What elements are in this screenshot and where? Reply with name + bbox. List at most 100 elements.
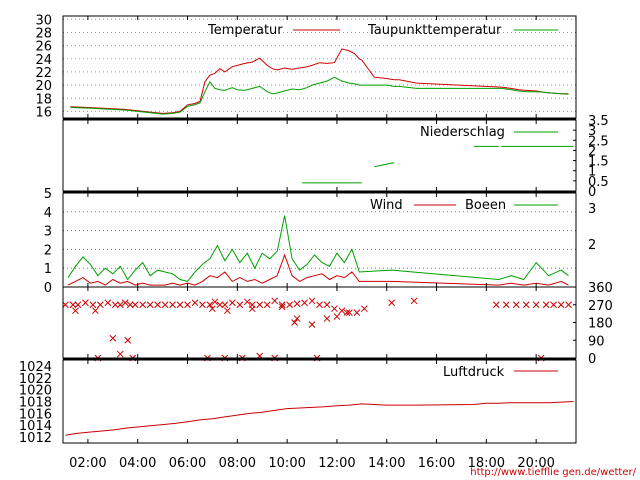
wind-direction-marker <box>263 301 271 309</box>
y-tick-label-right: 1 <box>588 165 596 180</box>
wind-direction-marker <box>316 301 323 309</box>
wind-direction-marker <box>176 301 184 309</box>
wind-direction-marker <box>97 301 104 309</box>
wind-direction-marker <box>161 301 169 309</box>
wind-direction-marker <box>293 315 301 322</box>
wind-direction-marker <box>184 301 191 309</box>
y-tick-label-right: 180 <box>588 317 613 332</box>
wind-direction-marker <box>502 301 510 309</box>
legend-luftdruck: Luftdruck <box>443 365 505 380</box>
tick-labels: 02:00 04:00 06:00 08:00 10:00 12:00 14:00 16:00… <box>19 13 613 471</box>
y-tick-label-right: 90 <box>588 334 605 349</box>
x-tick-label: 10:00 <box>268 456 305 471</box>
y-tick-label: 4 <box>44 206 52 221</box>
y-tick-label-right: 0 <box>588 185 596 200</box>
x-tick-label: 18:00 <box>468 456 505 471</box>
panel-frame-3 <box>62 286 577 359</box>
y-tick-label-right: 360 <box>588 281 613 296</box>
x-tick-label: 14:00 <box>368 456 405 471</box>
wind-direction-marker <box>256 301 264 309</box>
wind-direction-marker <box>278 301 286 309</box>
wind-direction-marker <box>291 319 298 326</box>
panel-frames <box>62 15 577 444</box>
legend-niederschlag: Niederschlag <box>420 125 505 140</box>
wind-direction-marker <box>224 307 231 315</box>
legend-wind: Wind <box>370 198 403 213</box>
wind-direction-marker <box>293 300 301 308</box>
wind-direction-marker <box>353 309 361 316</box>
wind-direction-marker <box>333 313 341 320</box>
y-tick-label-right: 270 <box>588 299 613 314</box>
wind-line <box>67 253 569 286</box>
y-tick-label: 22 <box>35 66 52 81</box>
wind-direction-marker <box>154 301 161 309</box>
wind-direction-marker <box>271 297 279 305</box>
y-tick-label: 24 <box>35 53 52 68</box>
wind-direction-marker <box>199 301 206 309</box>
y-tick-label: 1022 <box>19 372 52 387</box>
y-tick-label: 0 <box>44 281 52 296</box>
wind-direction-marker <box>206 301 214 309</box>
y-tick-label: 1016 <box>19 407 52 422</box>
wind-direction-marker <box>331 305 338 313</box>
y-tick-label: 16 <box>35 105 52 120</box>
source-url: http://www.tiefflie gen.de/wetter/ <box>470 467 636 478</box>
wind-direction-marker <box>308 321 316 328</box>
wind-direction-marker <box>286 301 293 309</box>
y-tick-label: 1012 <box>19 431 52 446</box>
pressure-line <box>65 401 574 436</box>
y-tick-label: 30 <box>35 13 52 28</box>
wind-direction-marker <box>211 298 219 306</box>
y-tick-label-right: 0.5 <box>588 175 609 190</box>
wind-direction-marker <box>410 297 418 305</box>
wind-direction-marker <box>388 299 396 307</box>
x-tick-label: 20:00 <box>517 456 554 471</box>
y-tick-label-right: 1.5 <box>588 155 609 170</box>
legend-taupunkt: Taupunkttemperatur <box>367 23 502 38</box>
y-tick-label: 1018 <box>19 396 52 411</box>
wind-direction-marker <box>343 309 351 316</box>
y-tick-label: 3 <box>44 225 52 240</box>
wind-direction-marker <box>301 299 308 307</box>
wind-direction-marker <box>323 301 331 309</box>
wind-direction-marker <box>512 301 520 309</box>
wind-direction-marker <box>308 297 316 305</box>
y-tick-label: 1024 <box>19 360 52 375</box>
x-tick-label: 06:00 <box>169 456 206 471</box>
y-tick-label: 1 <box>44 262 52 277</box>
wind-direction-marker <box>146 301 154 309</box>
y-tick-label: 2 <box>44 243 52 258</box>
legend-temperatur: Temperatur <box>207 23 283 38</box>
wind-direction-marker <box>557 301 565 309</box>
y-tick-label: 1014 <box>19 419 52 434</box>
grid-lines <box>63 18 576 269</box>
gust-line <box>67 215 569 282</box>
wind-direction-marker <box>121 299 129 307</box>
x-tick-label: 04:00 <box>119 456 156 471</box>
y-tick-label-right: 2 <box>588 238 596 253</box>
wind-direction-marker <box>191 299 199 307</box>
y-tick-label-right: 2 <box>588 144 596 159</box>
wind-direction-marker <box>228 299 236 307</box>
y-tick-label-right: 3.5 <box>588 114 609 129</box>
wind-direction-marker <box>131 301 139 309</box>
x-tick-label: 12:00 <box>318 456 355 471</box>
y-tick-label-right: 3 <box>588 124 596 139</box>
temperature-line <box>70 48 569 114</box>
wind-direction-marker <box>69 301 77 309</box>
wind-direction-marker <box>104 299 112 307</box>
wind-direction-marker <box>74 301 82 309</box>
wind-direction-marker <box>89 301 97 309</box>
y-tick-label: 20 <box>35 79 52 94</box>
precipitation-line <box>374 162 395 168</box>
y-tick-label: 28 <box>35 26 52 41</box>
wind-direction-marker <box>72 307 79 315</box>
x-tick-label: 16:00 <box>418 456 455 471</box>
legend-boeen: Boeen <box>465 198 506 213</box>
wind-direction-marker <box>116 350 124 358</box>
wind-direction-marker <box>139 301 147 309</box>
wind-direction-marker <box>116 301 124 309</box>
wind-direction-marker <box>209 305 216 313</box>
dewpoint-line <box>70 76 569 115</box>
